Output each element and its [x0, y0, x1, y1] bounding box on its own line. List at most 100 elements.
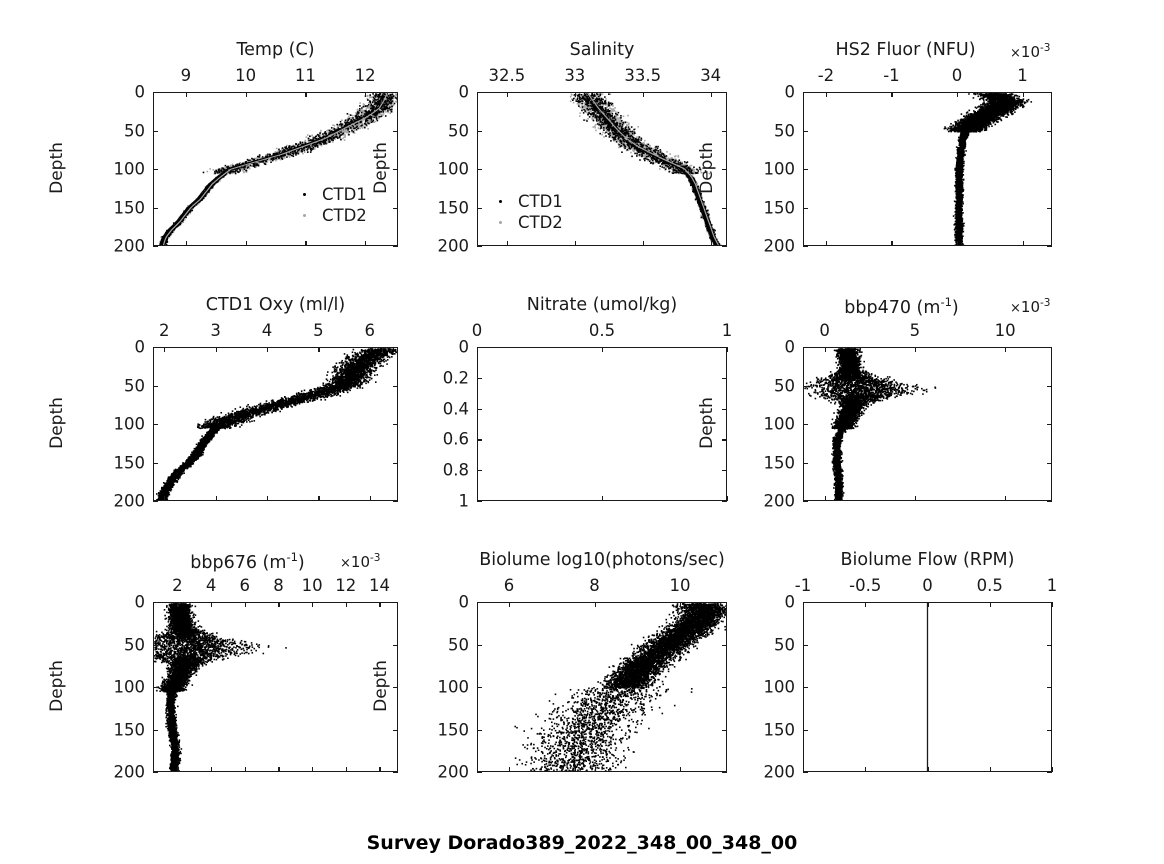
ytick-mark-nitrate-3-0	[477, 439, 482, 441]
ytick-mark-bbp470-4-0	[803, 501, 808, 503]
xtick-mark-biolume-2-0	[679, 602, 682, 607]
ytick-mark-biolume-4-1	[722, 772, 727, 774]
xtick-mark-biolume-0-1	[509, 767, 511, 772]
xtick-label-biolume-2: 10	[669, 576, 690, 595]
ytick-mark-temp-0-0	[153, 92, 158, 94]
ytick-mark-bbp676-1-0	[153, 644, 158, 646]
xtick-label-bbp470-2: 10	[995, 321, 1016, 340]
xtick-label-salinity-1: 33	[564, 66, 585, 85]
legend-temp: CTD1 CTD2	[303, 184, 367, 226]
ytick-label-ctd1oxy-0: 0	[91, 338, 146, 357]
xtick-mark-salinity-3-0	[710, 92, 712, 97]
xtick-mark-ctd1oxy-1-1	[215, 496, 217, 501]
xtick-mark-bbp676-3-0	[278, 602, 280, 607]
ytick-mark-hs2fluor-3-0	[803, 207, 808, 209]
xtick-mark-ctd1oxy-0-1	[164, 496, 166, 501]
xtick-mark-bbp676-6-0	[379, 602, 381, 607]
ytick-mark-bbp676-2-0	[153, 687, 158, 689]
ytick-label-hs2fluor-2: 100	[741, 160, 796, 179]
ytick-mark-bbp676-0-1	[393, 602, 398, 604]
ytick-mark-salinity-4-1	[722, 246, 727, 248]
panel-title-hs2fluor: HS2 Fluor (NFU)	[781, 40, 1030, 60]
legend-marker-ctd2	[303, 214, 306, 218]
xtick-mark-hs2fluor-3-1	[1022, 241, 1024, 246]
legend-label-ctd1: CTD1	[322, 186, 367, 204]
ytick-mark-temp-2-0	[153, 169, 158, 171]
ytick-label-salinity-0: 0	[415, 83, 470, 102]
xtick-label-bbp470-1: 5	[910, 321, 921, 340]
ytick-label-biolume-1: 50	[415, 635, 469, 654]
xtick-mark-nitrate-1-0	[602, 347, 604, 352]
ytick-label-temp-1: 50	[91, 121, 145, 140]
xtick-label-bbp676-4: 10	[302, 576, 323, 595]
legend-entry-ctd1[interactable]: CTD1	[499, 191, 563, 212]
xtick-mark-nitrate-1-1	[602, 496, 604, 501]
ytick-label-salinity-4: 200	[415, 237, 470, 256]
legend-entry-ctd2[interactable]: CTD2	[499, 212, 563, 233]
xtick-mark-biolume-2-1	[679, 767, 682, 772]
ytick-mark-temp-4-0	[153, 246, 158, 248]
ytick-mark-bbp470-1-0	[803, 385, 808, 387]
xtick-label-biolume-0: 6	[504, 576, 515, 595]
plot-panel-salinity: Salinity 32.5 33 33.5 34 0 50 100 150 200 Depth CTD…	[371, 40, 727, 256]
ytick-mark-nitrate-4-0	[477, 470, 482, 472]
ytick-label-biolumeflow-2: 100	[741, 678, 796, 697]
xtick-label-bbp676-1: 4	[206, 576, 217, 595]
plot-panel-ctd1oxy: CTD1 Oxy (ml/l) 2 3 4 5 6 0 50 100 150 200 Depth	[47, 295, 398, 511]
xtick-mark-salinity-1-1	[574, 241, 576, 246]
ytick-label-nitrate-0: 0	[415, 338, 470, 357]
ytick-label-ctd1oxy-2: 100	[91, 415, 146, 434]
xtick-mark-bbp470-1-0	[914, 347, 917, 352]
ytick-label-bbp470-2: 100	[741, 415, 796, 434]
xtick-mark-hs2fluor-0-1	[825, 241, 828, 246]
legend-label-ctd2: CTD2	[518, 214, 563, 232]
legend-entry-ctd2[interactable]: CTD2	[303, 205, 367, 226]
axes-biolumeflow	[803, 602, 1052, 772]
y-axis-label-bbp470: Depth	[697, 346, 717, 500]
ytick-mark-bbp676-1-1	[393, 644, 398, 646]
xtick-label-temp-0: 9	[181, 66, 192, 85]
legend-marker-ctd2	[499, 221, 502, 225]
xtick-mark-biolumeflow-0-0	[803, 602, 805, 607]
ytick-mark-biolume-0-0	[477, 602, 482, 604]
ytick-label-nitrate-1: 0.2	[415, 368, 469, 387]
ytick-mark-temp-2-1	[393, 169, 398, 171]
ytick-mark-ctd1oxy-0-0	[153, 347, 158, 349]
xtick-label-biolumeflow-4: 1	[1047, 576, 1058, 595]
xtick-label-hs2fluor-1: -1	[883, 66, 899, 85]
xtick-label-salinity-3: 34	[700, 66, 721, 85]
legend-entry-ctd1[interactable]: CTD1	[303, 184, 367, 205]
ytick-label-hs2fluor-4: 200	[741, 237, 796, 256]
ytick-label-bbp470-1: 50	[741, 376, 795, 395]
panel-title-temp: Temp (C)	[153, 40, 398, 60]
axes-bbp676	[153, 602, 398, 772]
ytick-label-bbp470-3: 150	[741, 453, 796, 472]
ytick-mark-nitrate-0-0	[477, 347, 482, 349]
xtick-label-hs2fluor-2: 0	[952, 66, 963, 85]
ytick-label-bbp676-0: 0	[91, 593, 146, 612]
xtick-label-biolumeflow-0: -1	[795, 576, 811, 595]
ytick-mark-temp-3-0	[153, 207, 158, 209]
ytick-mark-salinity-0-1	[722, 92, 727, 94]
xtick-label-bbp676-6: 14	[369, 576, 390, 595]
xtick-mark-bbp470-2-0	[1005, 347, 1007, 352]
ytick-label-bbp470-4: 200	[741, 492, 796, 511]
ytick-mark-salinity-1-0	[477, 130, 482, 132]
ytick-label-bbp676-1: 50	[91, 635, 145, 654]
xtick-mark-ctd1oxy-3-1	[318, 496, 320, 501]
xtick-label-salinity-2: 33.5	[624, 66, 661, 85]
plot-area-hs2fluor	[804, 93, 1051, 245]
ytick-mark-biolume-2-0	[477, 687, 482, 689]
ytick-label-bbp676-2: 100	[91, 678, 146, 697]
axis-exponent-bbp470: ×10-3	[1010, 297, 1050, 316]
xtick-mark-ctd1oxy-2-0	[267, 347, 269, 352]
ytick-mark-biolume-0-1	[722, 602, 727, 604]
xtick-mark-bbp676-4-0	[312, 602, 314, 607]
ytick-mark-bbp470-2-1	[1047, 424, 1052, 426]
xtick-label-temp-2: 11	[295, 66, 316, 85]
ytick-mark-hs2fluor-3-1	[1047, 207, 1052, 209]
ytick-mark-nitrate-2-0	[477, 408, 482, 410]
ytick-mark-salinity-0-0	[477, 92, 482, 94]
ytick-mark-salinity-2-0	[477, 169, 482, 171]
